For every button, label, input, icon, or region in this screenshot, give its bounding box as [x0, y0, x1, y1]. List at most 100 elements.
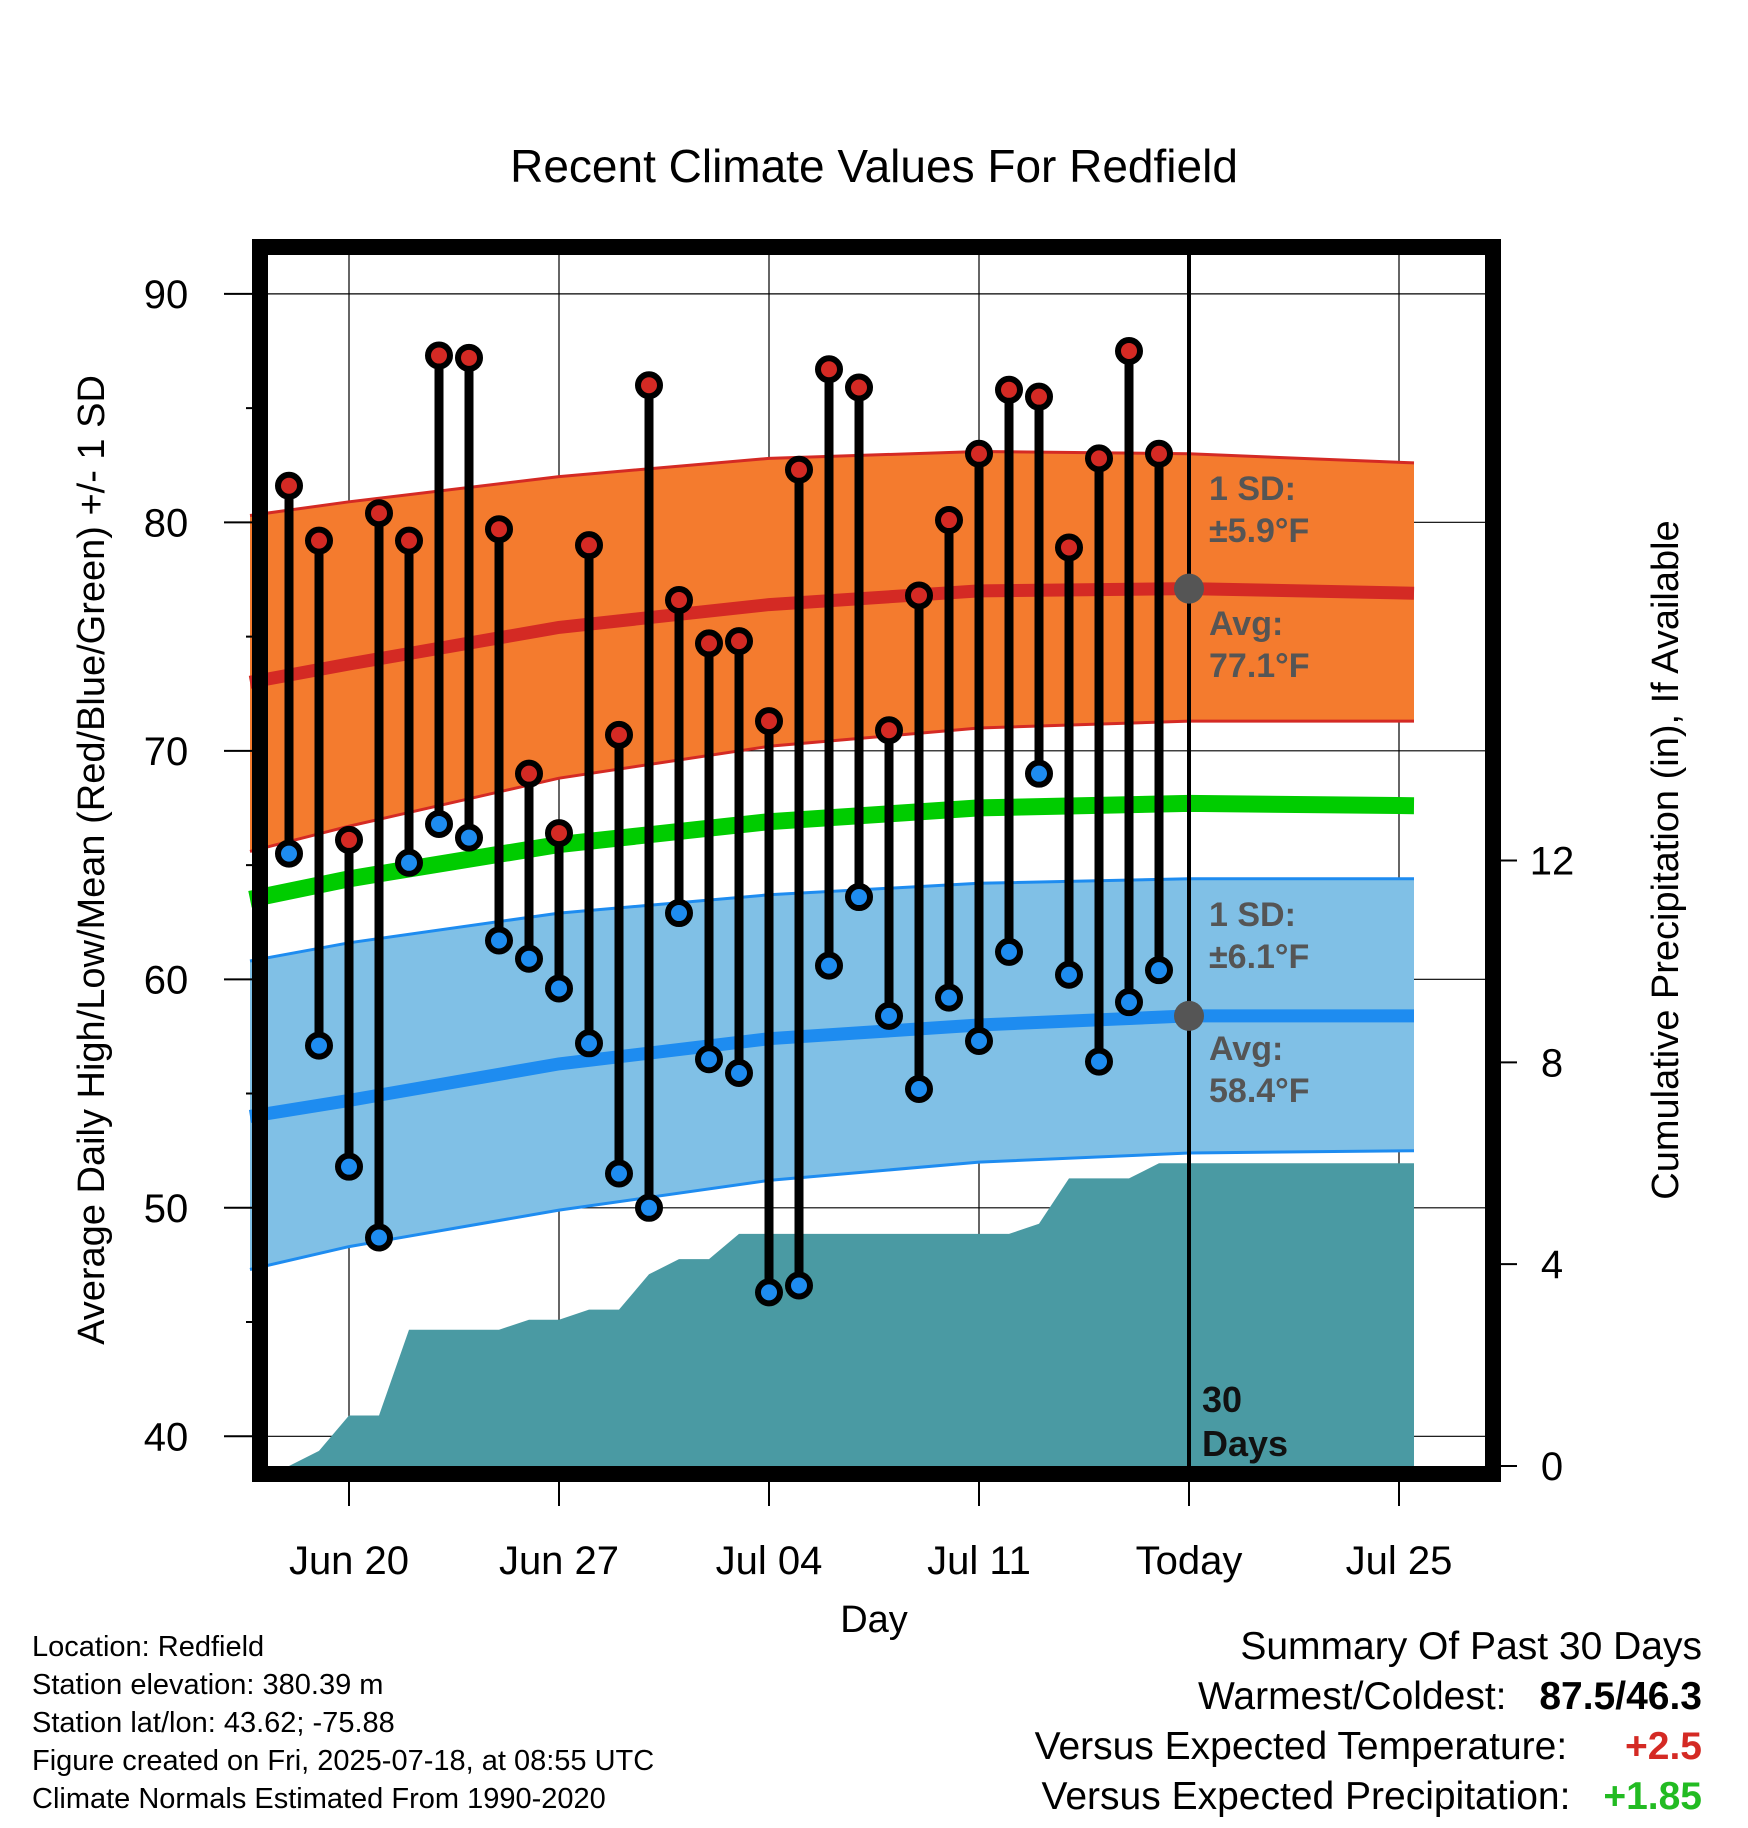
daily-low-point-19: [845, 883, 873, 912]
y-left-tick-label-5: 90: [144, 273, 189, 317]
station-latlon: Station lat/lon: 43.62; -75.88: [32, 1707, 395, 1739]
daily-low-point-6: [455, 823, 483, 852]
summary-precip-value: +1.85: [1603, 1775, 1702, 1818]
daily-high-point-12: [635, 371, 663, 400]
daily-high-point-15: [725, 627, 753, 656]
x-axis-label: Day: [840, 1599, 908, 1641]
summary-temp-value: +2.5: [1625, 1725, 1702, 1768]
daily-high-point-20: [875, 716, 903, 745]
daily-high-point-22: [935, 506, 963, 535]
high-avg-value: 77.1°F: [1209, 647, 1310, 685]
daily-low-point-28: [1115, 988, 1143, 1017]
daily-low-point-1: [305, 1031, 333, 1060]
daily-low-point-25: [1025, 759, 1053, 788]
daily-high-point-10: [575, 531, 603, 560]
daily-low-point-22: [935, 983, 963, 1012]
daily-high-point-11: [605, 720, 633, 749]
summary-heading: Summary Of Past 30 Days: [1240, 1625, 1702, 1668]
daily-high-point-8: [515, 759, 543, 788]
daily-high-point-25: [1025, 382, 1053, 411]
daily-high-point-0: [275, 471, 303, 500]
cumulative-precip: [262, 1163, 1414, 1466]
daily-low-point-2: [335, 1152, 363, 1181]
x-tick-label-3: Jul 11: [927, 1539, 1031, 1583]
daily-high-point-29: [1145, 439, 1173, 468]
daily-low-point-14: [695, 1045, 723, 1074]
x-tick-label-4: Today: [1136, 1539, 1243, 1583]
daily-low-point-15: [725, 1058, 753, 1087]
daily-low-point-7: [485, 926, 513, 955]
daily-high-point-17: [785, 455, 813, 484]
y-left-tick-label-1: 50: [144, 1187, 189, 1231]
climate-normals-note: Climate Normals Estimated From 1990-2020: [32, 1783, 606, 1815]
daily-high-point-19: [845, 373, 873, 402]
summary-warmest-label: Warmest/Coldest:: [1198, 1675, 1507, 1718]
low-sd-label: 1 SD:: [1209, 896, 1296, 934]
daily-low-point-21: [905, 1074, 933, 1103]
figure-created: Figure created on Fri, 2025-07-18, at 08…: [32, 1745, 655, 1777]
high-sd-value: ±5.9°F: [1209, 512, 1309, 550]
daily-high-point-2: [335, 825, 363, 854]
y-left-tick-label-3: 70: [144, 730, 189, 774]
high-avg-label: Avg:: [1209, 605, 1283, 643]
annotations: 1 SD: ±5.9°F Avg: 77.1°F 1 SD: ±6.1°F Av…: [1202, 470, 1310, 1464]
y-axis-right-label: Cumulative Precipitation (in), If Availa…: [1645, 520, 1687, 1199]
today-line: [1174, 255, 1204, 1466]
daily-high-point-14: [695, 629, 723, 658]
daily-high-point-9: [545, 819, 573, 848]
daily-high-point-27: [1085, 444, 1113, 473]
summary-warmest-row: Warmest/Coldest: 87.5/46.3: [1035, 1672, 1702, 1722]
summary-temp-row: Versus Expected Temperature: +2.5: [1035, 1722, 1702, 1772]
daily-low-point-24: [995, 937, 1023, 966]
daily-high-point-4: [395, 526, 423, 555]
daily-low-point-5: [425, 809, 453, 838]
daily-low-point-3: [365, 1223, 393, 1252]
daily-high-point-13: [665, 586, 693, 615]
y-right-tick-label-3: 12: [1530, 840, 1575, 884]
station-location: Location: Redfield: [32, 1631, 265, 1663]
y-left-tick-label-0: 40: [144, 1415, 189, 1459]
days-count: 30: [1202, 1379, 1242, 1420]
chart-title: Recent Climate Values For Redfield: [510, 140, 1238, 192]
daily-low-point-13: [665, 899, 693, 928]
daily-high-point-28: [1115, 336, 1143, 365]
low-avg-marker: [1174, 1000, 1204, 1031]
y-right-tick-label-0: 0: [1541, 1445, 1563, 1489]
low-sd-band-fill: [250, 878, 1414, 1270]
daily-low-point-0: [275, 839, 303, 868]
daily-low-point-27: [1085, 1047, 1113, 1076]
daily-low-point-16: [755, 1278, 783, 1307]
summary-panel: Summary Of Past 30 Days Warmest/Coldest:…: [1035, 1622, 1702, 1822]
y-right-tick-label-1: 4: [1541, 1243, 1563, 1287]
x-tick-label-1: Jun 27: [499, 1539, 619, 1583]
station-info: Location: Redfield Station elevation: 38…: [32, 1628, 654, 1818]
daily-low-point-10: [575, 1029, 603, 1058]
summary-temp-label: Versus Expected Temperature:: [1034, 1725, 1568, 1768]
daily-high-point-1: [305, 526, 333, 555]
daily-low-point-4: [395, 848, 423, 877]
daily-high-point-23: [965, 439, 993, 468]
daily-range-bars: [275, 336, 1173, 1307]
daily-low-point-11: [605, 1159, 633, 1188]
daily-low-point-8: [515, 944, 543, 973]
x-tick-label-2: Jul 04: [716, 1539, 823, 1583]
x-tick-label-5: Jul 25: [1346, 1539, 1453, 1583]
y-left-tick-label-2: 60: [144, 958, 189, 1002]
daily-low-point-12: [635, 1193, 663, 1222]
daily-low-point-29: [1145, 956, 1173, 985]
daily-low-point-17: [785, 1271, 813, 1300]
daily-low-point-18: [815, 951, 843, 980]
y-left-tick-label-4: 80: [144, 501, 189, 545]
summary-precip-row: Versus Expected Precipitation: +1.85: [1035, 1772, 1703, 1822]
low-avg-value: 58.4°F: [1209, 1072, 1310, 1110]
high-sd-label: 1 SD:: [1209, 470, 1296, 508]
x-tick-label-0: Jun 20: [289, 1539, 409, 1583]
summary-precip-label: Versus Expected Precipitation:: [1041, 1775, 1571, 1818]
daily-high-point-26: [1055, 533, 1083, 562]
daily-high-point-16: [755, 707, 783, 736]
plot-frame: [252, 239, 1501, 1482]
daily-high-point-18: [815, 355, 843, 384]
y-axis-left-label: Average Daily High/Low/Mean (Red/Blue/Gr…: [71, 375, 113, 1345]
summary-warmest-value: 87.5/46.3: [1539, 1675, 1702, 1718]
